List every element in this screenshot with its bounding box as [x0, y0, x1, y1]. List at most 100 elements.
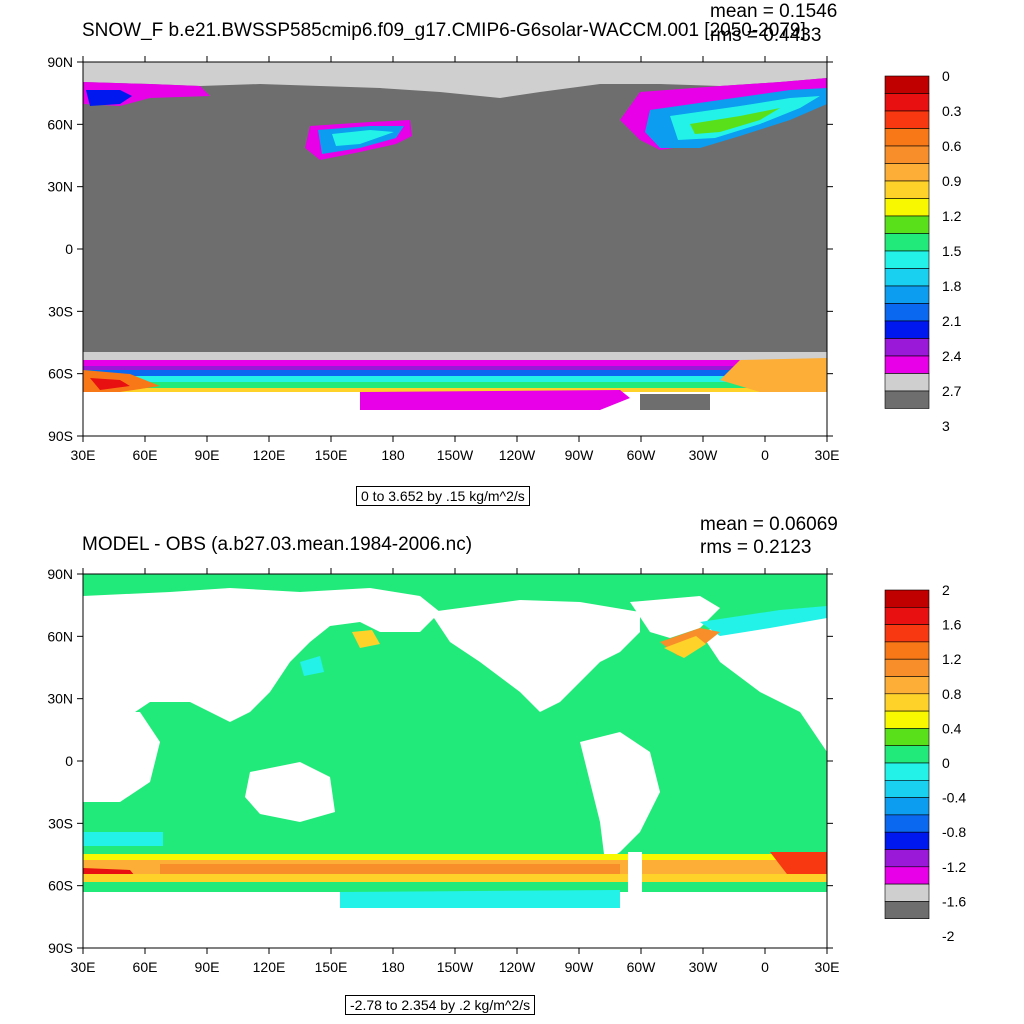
top-colorbar-label: 0: [942, 68, 950, 84]
top-colorbar-swatch: [884, 233, 930, 252]
bottom-antarctic-cyan: [340, 890, 620, 908]
bottom-africa: [83, 712, 160, 802]
top-colorbar-label: 2.4: [942, 348, 962, 364]
bottom-colorbar-label: 1.6: [942, 617, 962, 633]
top-so-purple: [83, 366, 827, 372]
bottom-lon-label: 120W: [499, 959, 536, 975]
bottom-pacific-cyan: [300, 656, 324, 676]
top-colorbar-swatch: [884, 250, 930, 269]
top-so-yellow: [83, 388, 827, 394]
bottom-colorbar-label: -1.2: [942, 859, 966, 875]
top-arctic-blue-left: [86, 90, 132, 106]
bottom-drake-gap: [628, 852, 642, 892]
top-lon-label: 90W: [565, 447, 595, 463]
bottom-lon-label: 30E: [815, 959, 840, 975]
top-lon-label: 30E: [71, 447, 96, 463]
top-lat-label: 90N: [47, 54, 73, 70]
top-lon-label: 180: [381, 447, 405, 463]
top-colorbar-swatch: [884, 355, 930, 374]
top-colorbar-swatch: [884, 320, 930, 339]
top-colorbar-swatch: [884, 93, 930, 112]
top-colorbar-label: 2.7: [942, 383, 962, 399]
bottom-antarctica: [83, 892, 827, 948]
bottom-so-yellow: [83, 854, 827, 862]
bottom-lon-label: 150W: [437, 959, 474, 975]
bottom-lat-label: 90N: [47, 566, 73, 582]
top-pacific-cyan: [332, 130, 394, 146]
bottom-panel-title: MODEL - OBS (a.b27.03.mean.1984-2006.nc): [82, 534, 473, 555]
top-colorbar-label: 1.8: [942, 278, 962, 294]
top-rms-label: rms = 0.4433: [710, 25, 822, 46]
bottom-lon-axis: 30E 60E 90E 120E 150E 180 150W 120W 90W 60W 30W 0 30…: [71, 568, 840, 975]
bottom-lat-label: 30N: [47, 691, 73, 707]
bottom-lon-label: 150E: [315, 959, 348, 975]
bottom-lon-label: 90E: [195, 959, 220, 975]
top-colorbar-swatch: [884, 390, 930, 409]
top-colorbar-swatch: [884, 303, 930, 322]
bottom-colorbar-swatch: [884, 693, 930, 712]
top-so-blue: [83, 370, 827, 378]
bottom-colorbar-swatch: [884, 797, 930, 816]
bottom-so-yellow-lower: [83, 874, 827, 882]
bottom-colorbar-label: -0.4: [942, 790, 966, 806]
bottom-colorbar-swatch: [884, 710, 930, 729]
top-lon-label: 30W: [689, 447, 719, 463]
bottom-lat-label: 60N: [47, 628, 73, 644]
top-lat-label: 30S: [48, 303, 73, 319]
top-lon-label: 120W: [499, 447, 536, 463]
bottom-colorbar-swatch: [884, 745, 930, 764]
top-colorbar-label: 2.1: [942, 313, 962, 329]
top-range-label: 0 to 3.652 by .15 kg/m^2/s: [356, 486, 530, 506]
bottom-lon-label: 60W: [627, 959, 657, 975]
top-lon-label: 150E: [315, 447, 348, 463]
bottom-colorbar-label: -2: [942, 928, 955, 944]
top-so-cyan: [83, 376, 827, 384]
top-lat-label: 30N: [47, 179, 73, 195]
bottom-greenland: [630, 596, 720, 638]
top-colorbar-swatch: [884, 110, 930, 129]
bottom-europe-east: [700, 608, 827, 752]
bottom-lon-label: 0: [761, 959, 769, 975]
top-colorbar-label: 3: [942, 418, 950, 434]
bottom-colorbar-swatch: [884, 883, 930, 902]
top-lon-label: 30E: [815, 447, 840, 463]
top-colorbar-swatch: [884, 180, 930, 199]
bottom-pacific-yellow: [352, 630, 380, 648]
bottom-colorbar: 2 1.6 1.2 0.8 0.4 0 -0.4 -0.8 -1.2 -1.6 -2: [884, 582, 966, 944]
bottom-lat-label: 30S: [48, 815, 73, 831]
top-so-red-left: [90, 378, 130, 390]
bottom-eurasia: [83, 588, 440, 722]
bottom-colorbar-swatch: [884, 780, 930, 798]
bottom-rms-label: rms = 0.2123: [700, 537, 812, 558]
bottom-south-america: [580, 732, 660, 862]
bottom-colorbar-swatch: [884, 901, 930, 919]
bottom-colorbar-swatch: [884, 641, 930, 660]
top-colorbar-swatch: [884, 198, 930, 217]
top-so-grey: [83, 352, 827, 362]
top-colorbar: 0 0.3 0.6 0.9 1.2 1.5 1.8 2.1 2.4 2.7 3: [884, 68, 962, 434]
bottom-colorbar-label: 2: [942, 582, 950, 598]
top-so-magenta: [83, 360, 827, 368]
bottom-atlantic-yellow: [664, 636, 706, 658]
bottom-so-green-lower: [83, 882, 827, 892]
bottom-north-america: [430, 600, 640, 712]
bottom-colorbar-label: 0.4: [942, 720, 962, 736]
bottom-colorbar-swatch: [884, 658, 930, 677]
top-colorbar-swatch: [884, 215, 930, 234]
bottom-so-orange-dark: [160, 864, 620, 874]
top-so-orange-right: [720, 358, 827, 392]
top-colorbar-label: 1.2: [942, 208, 962, 224]
bottom-lat-label: 90S: [48, 940, 73, 956]
bottom-colorbar-swatch: [884, 849, 930, 868]
top-antarctic-grey-patch: [640, 394, 710, 410]
top-so-green: [83, 382, 827, 390]
top-lon-label: 150W: [437, 447, 474, 463]
top-colorbar-label: 1.5: [942, 243, 962, 259]
top-lon-label: 120E: [253, 447, 286, 463]
top-north-atlantic-green: [690, 108, 780, 134]
bottom-lon-label: 90W: [565, 959, 595, 975]
bottom-colorbar-swatch: [884, 676, 930, 695]
bottom-colorbar-label: -1.6: [942, 893, 966, 909]
bottom-so-cyan: [83, 832, 163, 846]
bottom-colorbar-swatch: [884, 762, 930, 781]
